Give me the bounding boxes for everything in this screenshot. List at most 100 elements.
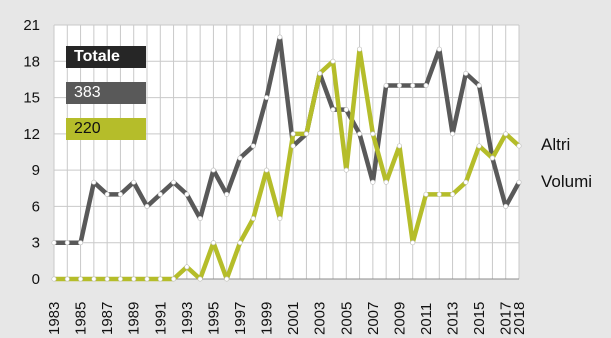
data-point-volumi	[91, 276, 97, 282]
data-point-volumi	[317, 70, 323, 76]
data-point-altri	[224, 191, 230, 197]
data-point-volumi	[104, 276, 110, 282]
x-tick-label: 2015	[471, 302, 488, 335]
data-point-volumi	[503, 131, 509, 137]
data-point-volumi	[383, 179, 389, 185]
data-point-volumi	[450, 191, 456, 197]
x-tick-label: 1989	[126, 302, 143, 335]
data-point-altri	[157, 191, 163, 197]
data-point-altri	[131, 179, 137, 185]
data-point-volumi	[489, 155, 495, 161]
data-point-altri	[117, 191, 123, 197]
x-tick-label: 2007	[365, 302, 382, 335]
tick-labels: 0 3 6 9 12 15 18 21 1983 1985 1987 1989 1991 1993 1995…	[23, 17, 528, 335]
x-tick-label: 2001	[285, 302, 302, 335]
data-point-volumi	[78, 276, 84, 282]
series-label-volumi: Volumi	[541, 172, 593, 191]
series-points	[51, 34, 522, 282]
x-tick-label: 2005	[338, 302, 355, 335]
data-point-volumi	[197, 276, 203, 282]
legend-title: Totale	[66, 46, 146, 68]
data-point-volumi	[237, 240, 243, 246]
data-point-volumi	[210, 240, 216, 246]
data-point-altri	[210, 167, 216, 173]
data-point-altri	[516, 179, 522, 185]
x-tick-label: 2009	[391, 302, 408, 335]
y-tick-label: 6	[32, 198, 40, 215]
x-tick-label: 1999	[259, 302, 276, 335]
series-label-altri: Altri	[541, 135, 571, 154]
x-tick-label: 1997	[232, 302, 249, 335]
x-tick-label: 2011	[418, 303, 435, 335]
data-point-volumi	[516, 143, 522, 149]
data-point-altri	[436, 46, 442, 52]
y-tick-label: 15	[23, 90, 40, 107]
data-point-altri	[78, 240, 84, 246]
data-point-volumi	[396, 143, 402, 149]
legend-value-altri: 383	[66, 82, 146, 104]
data-point-altri	[197, 216, 203, 222]
data-point-altri	[184, 191, 190, 197]
data-point-altri	[476, 82, 482, 88]
data-point-altri	[277, 34, 283, 40]
x-tick-label: 2018	[511, 302, 528, 335]
data-point-altri	[410, 82, 416, 88]
x-tick-label: 2013	[445, 302, 462, 335]
data-point-altri	[343, 107, 349, 113]
data-point-volumi	[264, 167, 270, 173]
y-tick-label: 9	[32, 162, 40, 179]
y-tick-label: 21	[23, 17, 40, 34]
data-point-altri	[370, 179, 376, 185]
data-point-volumi	[51, 276, 57, 282]
data-point-altri	[357, 131, 363, 137]
data-point-volumi	[171, 276, 177, 282]
data-point-altri	[51, 240, 57, 246]
data-point-volumi	[131, 276, 137, 282]
data-point-altri	[450, 131, 456, 137]
data-point-altri	[64, 240, 70, 246]
data-point-volumi	[357, 46, 363, 52]
data-point-altri	[104, 191, 110, 197]
data-point-altri	[264, 95, 270, 101]
data-point-altri	[171, 179, 177, 185]
data-point-volumi	[184, 264, 190, 270]
data-point-volumi	[303, 131, 309, 137]
data-point-altri	[503, 203, 509, 209]
y-tick-label: 0	[32, 271, 40, 288]
data-point-volumi	[410, 240, 416, 246]
data-point-altri	[290, 143, 296, 149]
data-point-volumi	[423, 191, 429, 197]
data-point-altri	[237, 155, 243, 161]
data-point-altri	[330, 107, 336, 113]
data-point-altri	[250, 143, 256, 149]
data-point-volumi	[463, 179, 469, 185]
data-point-volumi	[436, 191, 442, 197]
data-point-volumi	[64, 276, 70, 282]
data-point-altri	[383, 82, 389, 88]
x-tick-label: 1991	[152, 302, 169, 335]
data-point-altri	[423, 82, 429, 88]
data-point-volumi	[250, 216, 256, 222]
x-tick-label: 2003	[312, 302, 329, 335]
x-tick-label: 2017	[498, 302, 515, 335]
data-point-volumi	[476, 143, 482, 149]
x-tick-label: 1993	[179, 302, 196, 335]
data-point-volumi	[370, 131, 376, 137]
data-point-volumi	[144, 276, 150, 282]
x-tick-label: 1987	[99, 302, 116, 335]
data-point-altri	[144, 203, 150, 209]
x-tick-label: 1985	[73, 302, 90, 335]
x-tick-label: 1983	[46, 302, 63, 335]
y-tick-label: 18	[23, 53, 40, 70]
data-point-altri	[463, 70, 469, 76]
data-point-volumi	[343, 167, 349, 173]
x-tick-label: 1995	[205, 302, 222, 335]
data-point-volumi	[157, 276, 163, 282]
data-point-volumi	[117, 276, 123, 282]
data-point-volumi	[290, 131, 296, 137]
data-point-volumi	[277, 216, 283, 222]
legend-value-volumi: 220	[66, 118, 146, 140]
data-point-volumi	[330, 58, 336, 64]
